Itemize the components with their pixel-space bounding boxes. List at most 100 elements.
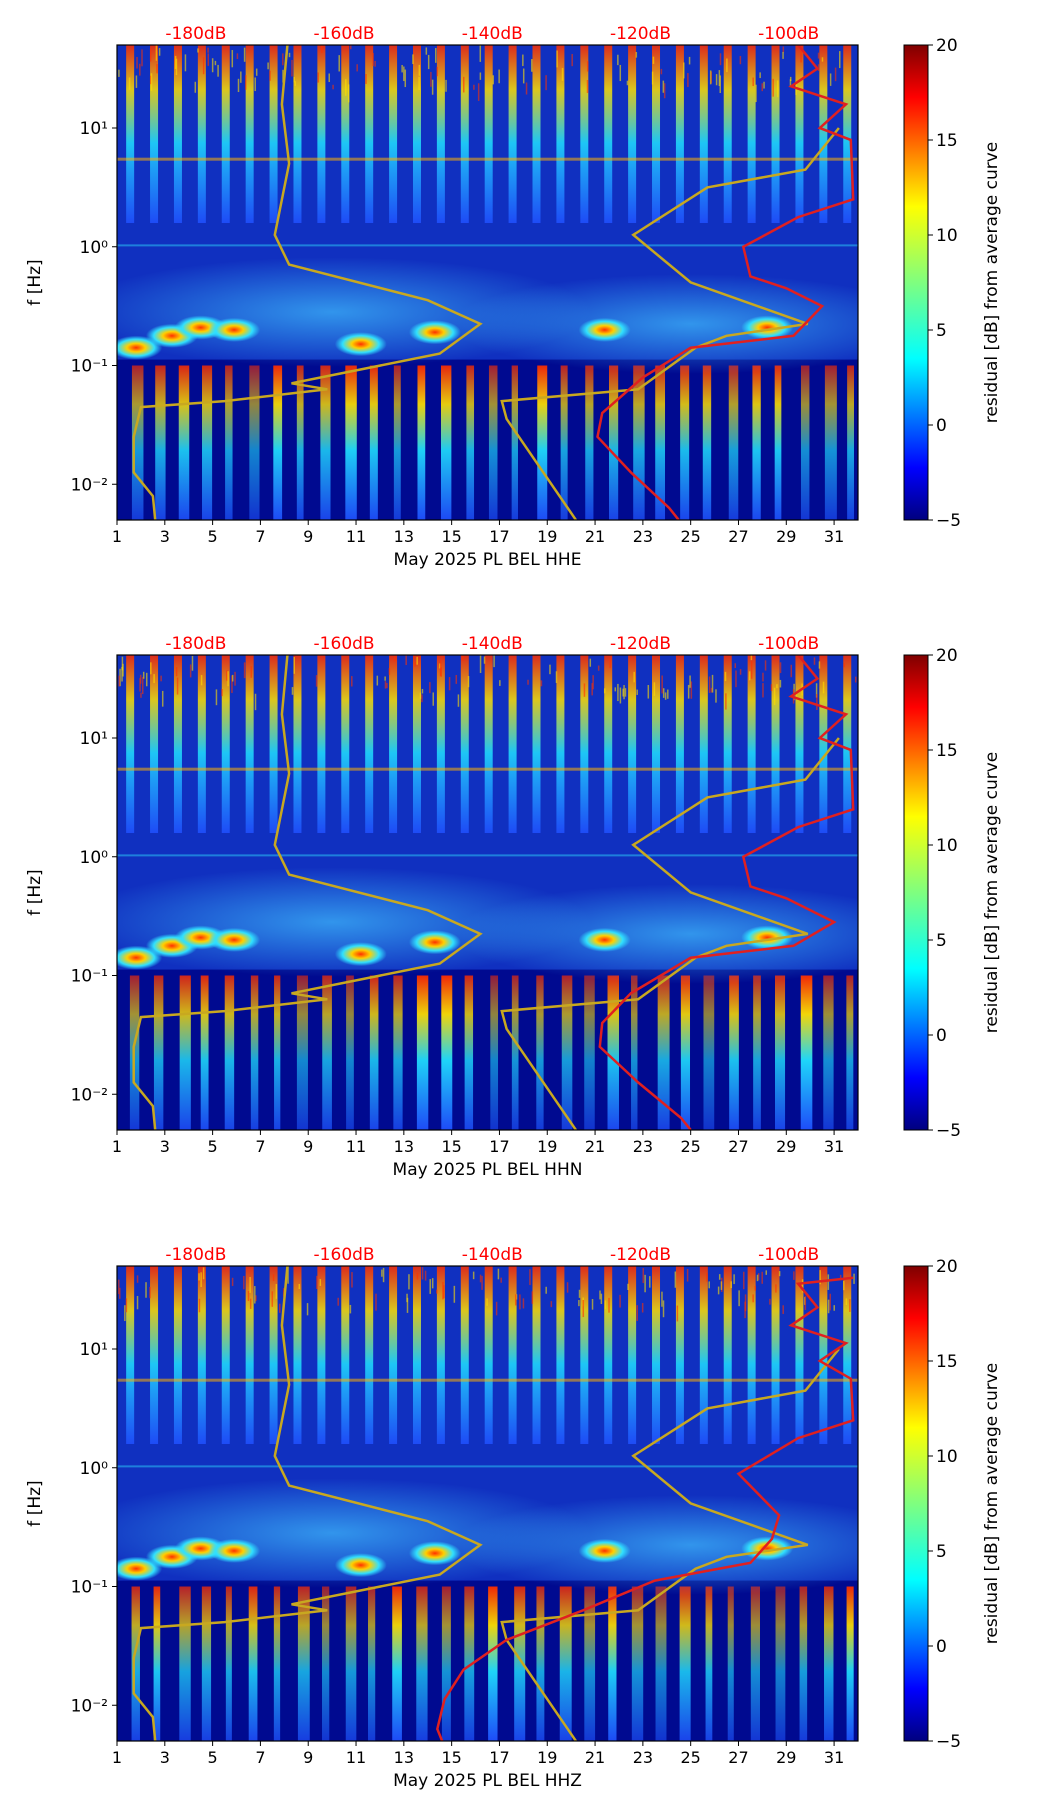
high-frequency-speckle xyxy=(453,1285,456,1303)
high-frequency-speckle xyxy=(351,676,353,687)
daily-stripe-high xyxy=(747,45,756,224)
high-frequency-speckle xyxy=(801,1279,804,1293)
high-frequency-speckle xyxy=(328,73,330,83)
high-frequency-speckle xyxy=(416,656,418,665)
daily-stripe-low xyxy=(224,975,235,1130)
high-frequency-speckle xyxy=(763,81,765,89)
high-frequency-speckle xyxy=(351,1272,353,1288)
daily-stripe-low xyxy=(631,1586,644,1741)
daily-stripe-high xyxy=(221,655,230,834)
y-tick-label: 10⁻² xyxy=(71,1696,108,1716)
x-tick-label: 11 xyxy=(346,1137,366,1156)
high-frequency-speckle xyxy=(661,1291,663,1307)
daily-stripe-low xyxy=(631,975,638,1130)
y-axis-label: f [Hz] xyxy=(25,1480,45,1526)
high-frequency-speckle xyxy=(462,655,464,661)
high-frequency-speckle xyxy=(254,693,257,711)
x-tick-label: 9 xyxy=(303,527,313,546)
daily-stripe-high xyxy=(221,1266,230,1445)
high-frequency-speckle xyxy=(436,1289,438,1294)
daily-stripe-high xyxy=(556,1266,565,1445)
high-frequency-speckle xyxy=(221,689,223,697)
daily-stripe-high xyxy=(723,655,732,834)
daily-stripe-high xyxy=(652,655,661,834)
daily-stripe-high xyxy=(150,45,159,224)
high-frequency-speckle xyxy=(191,655,194,671)
high-frequency-speckle xyxy=(609,657,611,669)
high-frequency-speckle xyxy=(790,664,793,678)
high-frequency-speckle xyxy=(624,688,627,697)
daily-stripe-high xyxy=(412,1266,421,1445)
colorbar-tick-label: 10 xyxy=(936,1447,958,1467)
daily-stripe-low xyxy=(392,1586,402,1741)
daily-stripe-high xyxy=(365,655,374,834)
daily-stripe-high xyxy=(747,1266,756,1445)
high-frequency-speckle xyxy=(142,671,145,679)
top-db-label: -120dB xyxy=(610,634,671,654)
high-frequency-speckle xyxy=(282,69,284,83)
daily-stripe-low xyxy=(488,1586,498,1741)
high-frequency-speckle xyxy=(243,47,246,62)
microseism-haze xyxy=(450,273,858,374)
high-frequency-speckle xyxy=(418,76,420,90)
x-tick-label: 29 xyxy=(776,527,796,546)
microseism-peak xyxy=(741,315,794,340)
daily-stripe-low xyxy=(153,1586,161,1741)
high-frequency-speckle xyxy=(249,1298,252,1309)
high-frequency-speckle xyxy=(349,1304,352,1314)
x-tick-label: 1 xyxy=(112,527,122,546)
high-frequency-speckle xyxy=(145,1282,147,1298)
daily-stripe-low xyxy=(655,365,666,520)
high-frequency-speckle xyxy=(403,66,405,82)
daily-stripe-high xyxy=(221,45,230,224)
high-frequency-speckle xyxy=(243,1275,245,1290)
high-frequency-speckle xyxy=(372,53,374,66)
high-frequency-speckle xyxy=(477,83,480,101)
daily-stripe-high xyxy=(771,45,780,224)
high-frequency-speckle xyxy=(194,81,197,93)
daily-stripe-low xyxy=(368,1586,376,1741)
daily-stripe-low xyxy=(440,365,452,520)
microseism-peak xyxy=(334,942,387,967)
daily-stripe-low xyxy=(416,1586,428,1741)
high-frequency-speckle xyxy=(531,59,533,72)
high-frequency-speckle xyxy=(436,66,438,77)
daily-stripe-low xyxy=(273,365,283,520)
high-frequency-speckle xyxy=(619,1294,621,1308)
high-frequency-speckle xyxy=(853,1273,855,1284)
high-frequency-speckle xyxy=(156,64,158,74)
daily-stripe-low xyxy=(466,365,475,520)
noise-model-curve-high xyxy=(500,1348,840,1741)
high-frequency-speckle xyxy=(215,689,218,706)
high-frequency-speckle xyxy=(431,1278,434,1289)
high-frequency-speckle xyxy=(733,1274,735,1285)
x-tick-label: 27 xyxy=(728,527,748,546)
daily-stripe-high xyxy=(245,1266,254,1445)
daily-stripe-high xyxy=(245,45,254,224)
daily-stripe-high xyxy=(747,655,756,834)
high-frequency-speckle xyxy=(550,1301,553,1308)
high-frequency-speckle xyxy=(591,683,593,696)
high-frequency-speckle xyxy=(829,1293,832,1311)
high-frequency-speckle xyxy=(254,77,256,92)
high-frequency-speckle xyxy=(135,75,138,88)
daily-stripe-high xyxy=(389,655,398,834)
daily-stripe-low xyxy=(775,975,786,1130)
high-frequency-speckle xyxy=(641,1303,644,1313)
daily-stripe-low xyxy=(727,1586,734,1741)
high-frequency-speckle xyxy=(291,687,294,695)
high-frequency-speckle xyxy=(719,53,722,66)
high-frequency-speckle xyxy=(622,688,624,697)
top-db-label: -140dB xyxy=(462,634,523,654)
high-frequency-speckle xyxy=(642,1268,644,1284)
high-frequency-speckle xyxy=(706,1273,708,1282)
high-frequency-speckle xyxy=(149,1286,151,1299)
heatmap-image xyxy=(117,1266,858,1741)
colorbar-tick-label: 20 xyxy=(936,646,958,666)
high-frequency-speckle xyxy=(730,1281,733,1289)
noise-model-curve-low xyxy=(132,45,483,520)
high-frequency-speckle xyxy=(561,67,564,81)
x-tick-label: 21 xyxy=(585,1748,605,1767)
high-frequency-speckle xyxy=(419,692,422,699)
daily-stripe-low xyxy=(847,365,854,520)
